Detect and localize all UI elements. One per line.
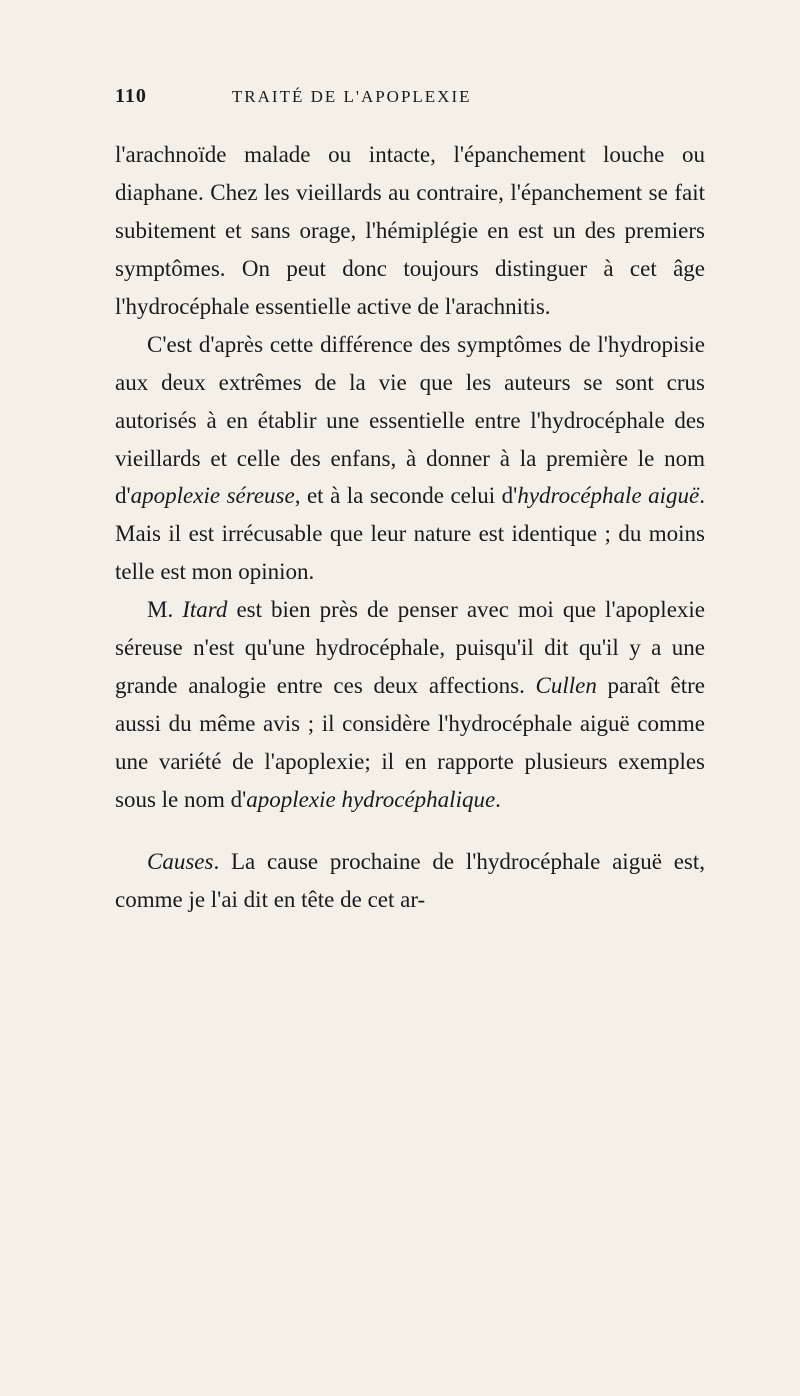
italic-text: Causes xyxy=(147,849,213,874)
italic-text: apoplexie séreuse xyxy=(131,483,295,508)
text-segment: , et à la seconde celui d' xyxy=(295,483,518,508)
paragraph: C'est d'après cette différence des sympt… xyxy=(115,326,705,592)
running-title: TRAITÉ DE L'APOPLEXIE xyxy=(232,87,472,107)
paragraph: l'arachnoïde malade ou intacte, l'épanch… xyxy=(115,136,705,326)
body-text: l'arachnoïde malade ou intacte, l'épanch… xyxy=(115,136,705,919)
text-segment: C'est d'après cette différence des sympt… xyxy=(115,332,705,509)
italic-text: Itard xyxy=(182,597,227,622)
text-segment: . xyxy=(495,787,501,812)
text-segment: M. xyxy=(147,597,182,622)
page-number: 110 xyxy=(115,85,147,108)
italic-text: hydrocéphale aiguë xyxy=(517,483,699,508)
paragraph: Causes. La cause prochaine de l'hydrocép… xyxy=(115,843,705,919)
page-header: 110 TRAITÉ DE L'APOPLEXIE xyxy=(115,85,705,108)
italic-text: Cullen xyxy=(536,673,597,698)
italic-text: apoplexie hydrocéphalique xyxy=(246,787,495,812)
paragraph: M. Itard est bien près de penser avec mo… xyxy=(115,591,705,819)
